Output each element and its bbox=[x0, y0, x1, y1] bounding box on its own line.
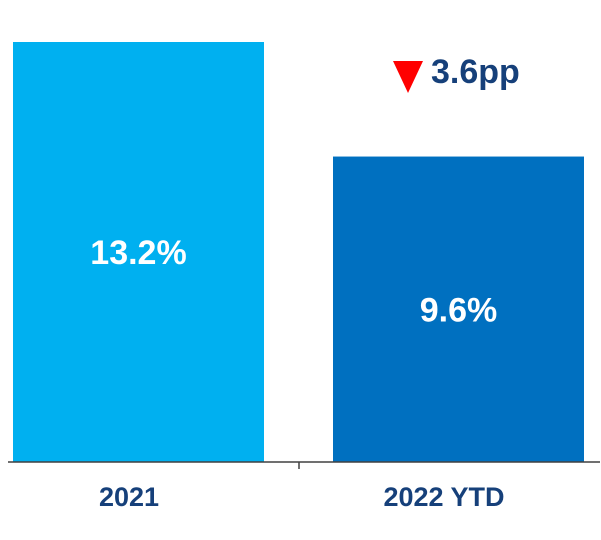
down-triangle-icon bbox=[393, 61, 423, 93]
bar-2022-ytd bbox=[333, 156, 584, 462]
category-label: 2021 bbox=[99, 482, 159, 512]
bar-labels-group: 13.2% 9.6% bbox=[90, 234, 497, 329]
bars-group bbox=[13, 42, 584, 462]
delta-annotation: 3.6pp bbox=[393, 53, 520, 93]
bar-value-label: 13.2% bbox=[90, 234, 186, 272]
bar-value-label: 9.6% bbox=[420, 291, 498, 329]
category-label: 2022 YTD bbox=[383, 482, 504, 512]
bar-2021 bbox=[13, 42, 264, 462]
category-labels-group: 2021 2022 YTD bbox=[99, 482, 505, 512]
delta-text: 3.6pp bbox=[431, 53, 520, 91]
